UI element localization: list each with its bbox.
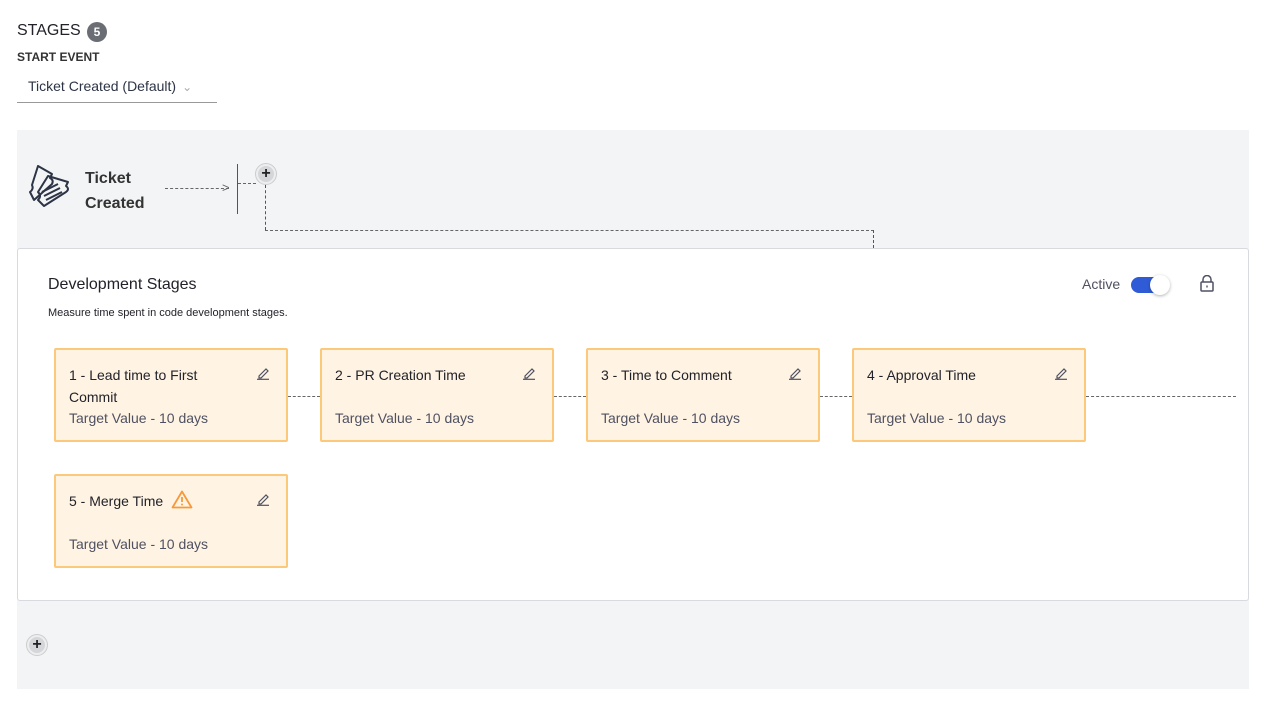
chevron-down-icon: ⌄ (182, 80, 193, 94)
edit-icon[interactable] (256, 492, 270, 506)
add-stage-button[interactable]: + (256, 164, 276, 184)
start-node-label: Ticket Created (85, 170, 145, 212)
stage-target: Target Value - 10 days (335, 410, 475, 426)
active-toggle[interactable] (1131, 275, 1170, 295)
page-title: STAGES (17, 22, 81, 39)
stage-target: Target Value - 10 days (601, 410, 741, 426)
start-event-select[interactable]: Ticket Created (Default) ⌄ (17, 72, 217, 103)
add-stage-group-button[interactable]: + (27, 635, 47, 655)
warning-icon (171, 490, 193, 509)
stage-target: Target Value - 10 days (867, 410, 1007, 426)
stage-card[interactable]: 2 - PR Creation Time Target Value - 10 d… (320, 348, 554, 442)
stage-count-badge: 5 (87, 22, 107, 42)
panel-description: Measure time spent in code development s… (48, 307, 288, 319)
ticket-icon (29, 165, 69, 207)
arrow-icon: > (222, 180, 230, 195)
start-event-label: START EVENT (17, 50, 100, 64)
stage-name: 4 - Approval Time (867, 367, 976, 383)
stage-target: Target Value - 10 days (69, 536, 209, 552)
active-label: Active (1082, 276, 1121, 292)
stage-name: 5 - Merge Time (69, 490, 244, 512)
stage-card[interactable]: 3 - Time to Comment Target Value - 10 da… (586, 348, 820, 442)
stage-card[interactable]: 1 - Lead time to First Commit Target Val… (54, 348, 288, 442)
lock-icon[interactable] (1199, 275, 1215, 292)
stage-name: 3 - Time to Comment (601, 367, 732, 383)
stage-card[interactable]: 4 - Approval Time Target Value - 10 days (852, 348, 1086, 442)
edit-icon[interactable] (1054, 366, 1068, 380)
stage-target: Target Value - 10 days (69, 410, 209, 426)
edit-icon[interactable] (256, 366, 270, 380)
stage-name: 1 - Lead time to First Commit (69, 367, 198, 405)
panel-title: Development Stages (48, 276, 197, 293)
edit-icon[interactable] (522, 366, 536, 380)
stage-name: 2 - PR Creation Time (335, 367, 466, 383)
edit-icon[interactable] (788, 366, 802, 380)
stage-card[interactable]: 5 - Merge Time Target Value - 10 days (54, 474, 288, 568)
start-event-value: Ticket Created (Default) (28, 78, 177, 94)
